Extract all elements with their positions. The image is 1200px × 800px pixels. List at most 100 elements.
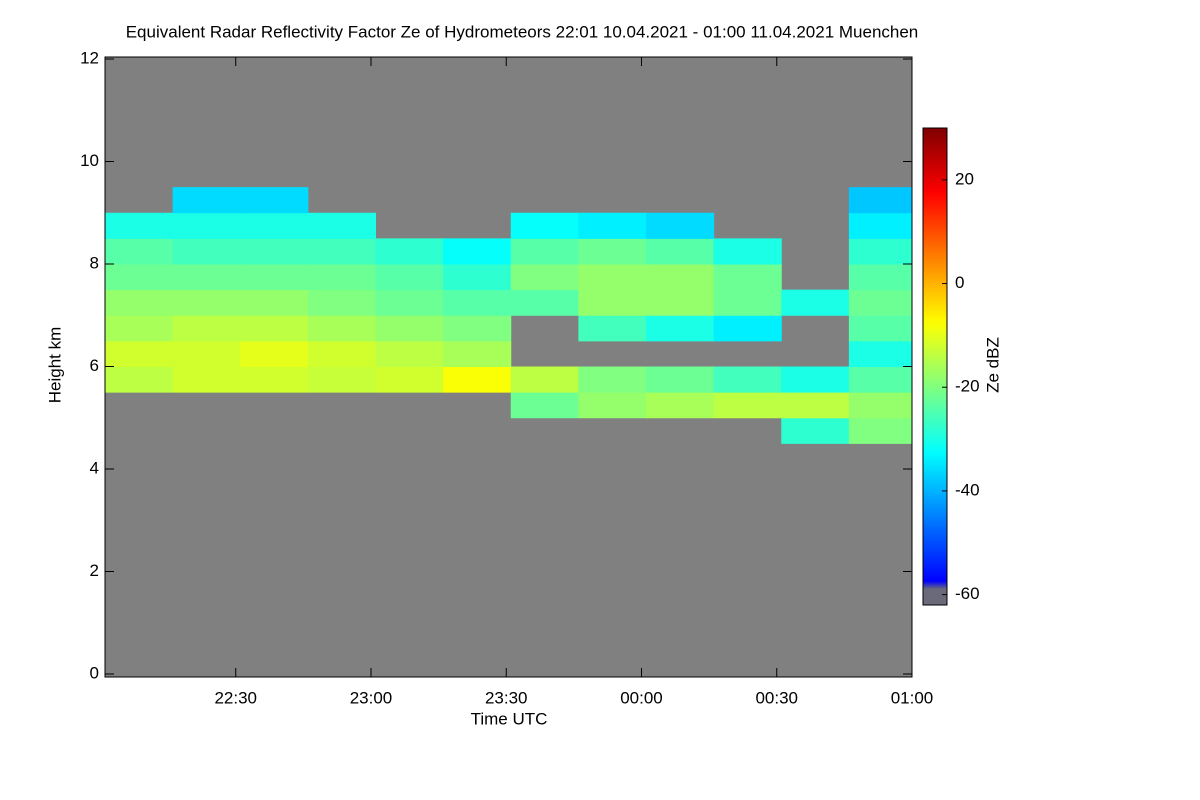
heatmap-cell: [848, 264, 912, 291]
heatmap-cell: [646, 212, 715, 239]
x-tick-label: 00:30: [755, 688, 798, 707]
heatmap-cell: [307, 289, 377, 316]
heatmap-cell: [443, 264, 512, 291]
x-tick-label: 22:30: [214, 688, 257, 707]
y-tick-label: 0: [90, 663, 99, 682]
heatmap-cell: [510, 238, 579, 265]
heatmap-cell: [172, 340, 241, 367]
heatmap-cell: [646, 238, 715, 265]
y-tick-label: 8: [90, 253, 99, 272]
y-tick-label: 2: [90, 561, 99, 580]
heatmap-cell: [781, 366, 850, 393]
heatmap-cell: [713, 366, 782, 393]
heatmap-cell: [307, 366, 377, 393]
heatmap-cell: [848, 417, 912, 444]
heatmap-cell: [172, 212, 241, 239]
heatmap-cell: [578, 315, 647, 342]
colorbar: [922, 127, 948, 606]
heatmap-cell: [172, 366, 241, 393]
heatmap-cell: [375, 264, 444, 291]
plot-area: [105, 57, 912, 677]
x-axis-label: Time UTC: [471, 709, 548, 728]
heatmap-cell: [240, 289, 309, 316]
colorbar-tick-label: 0: [955, 273, 964, 292]
heatmap-cell: [443, 315, 512, 342]
heatmap-cell: [713, 238, 782, 265]
heatmap-cell: [713, 315, 782, 342]
heatmap-cell: [443, 289, 512, 316]
colorbar-label: Ze dBZ: [983, 337, 1002, 393]
heatmap-cell: [240, 238, 309, 265]
heatmap-cell: [105, 366, 174, 393]
heatmap-cell: [443, 238, 512, 265]
heatmap-cell: [510, 289, 579, 316]
x-tick-label: 01:00: [891, 688, 934, 707]
heatmap-cell: [307, 212, 377, 239]
heatmap-cell: [781, 417, 850, 444]
heatmap-cell: [172, 289, 241, 316]
heatmap-cell: [848, 289, 912, 316]
heatmap-cell: [240, 315, 309, 342]
heatmap-cell: [172, 187, 241, 214]
heatmap-cell: [443, 366, 512, 393]
heatmap-cell: [646, 366, 715, 393]
heatmap-cell: [240, 212, 309, 239]
y-tick-label: 10: [80, 151, 99, 170]
heatmap-cell: [713, 392, 782, 419]
colorbar-tick-label: 20: [955, 169, 974, 188]
heatmap-cell: [375, 366, 444, 393]
heatmap-cell: [240, 264, 309, 291]
y-tick-label: 4: [90, 458, 99, 477]
heatmap-cell: [781, 289, 850, 316]
heatmap-cell: [105, 238, 174, 265]
heatmap-cell: [172, 264, 241, 291]
heatmap-cell: [848, 315, 912, 342]
heatmap-cell: [105, 315, 174, 342]
heatmap-cell: [240, 366, 309, 393]
heatmap-cell: [578, 392, 647, 419]
y-tick-label: 12: [80, 48, 99, 67]
heatmap-cell: [578, 238, 647, 265]
heatmap-cell: [510, 366, 579, 393]
y-tick-label: 6: [90, 356, 99, 375]
heatmap-cell: [375, 340, 444, 367]
heatmap-cell: [848, 238, 912, 265]
heatmap-cell: [105, 340, 174, 367]
heatmap-cell: [240, 187, 309, 214]
heatmap-cell: [510, 392, 579, 419]
heatmap-cell: [105, 264, 174, 291]
chart-title: Equivalent Radar Reflectivity Factor Ze …: [126, 22, 919, 41]
heatmap-cell: [307, 315, 377, 342]
y-axis-label: Height km: [45, 327, 64, 404]
heatmap-cell: [375, 238, 444, 265]
heatmap-cell: [307, 340, 377, 367]
heatmap-cell: [105, 289, 174, 316]
x-tick-label: 23:30: [485, 688, 528, 707]
heatmap-cell: [578, 264, 647, 291]
heatmap-cell: [172, 238, 241, 265]
heatmap-cell: [172, 315, 241, 342]
heatmap-cell: [848, 187, 912, 214]
heatmap-cell: [713, 264, 782, 291]
heatmap-cell: [848, 212, 912, 239]
colorbar-tick-label: -20: [955, 377, 980, 396]
heatmap-cell: [578, 212, 647, 239]
heatmap-cell: [646, 315, 715, 342]
heatmap-cell: [713, 289, 782, 316]
heatmap-cell: [307, 264, 377, 291]
heatmap-cell: [848, 366, 912, 393]
heatmap-cell: [781, 392, 850, 419]
heatmap-cell: [105, 212, 174, 239]
heatmap-cell: [848, 392, 912, 419]
colorbar-tick-label: -40: [955, 480, 980, 499]
heatmap-cell: [578, 366, 647, 393]
heatmap-cell: [375, 315, 444, 342]
heatmap-cell: [510, 212, 579, 239]
heatmap-cell: [848, 340, 912, 367]
colorbar-tick-label: -60: [955, 584, 980, 603]
x-tick-label: 00:00: [620, 688, 663, 707]
heatmap-cell: [578, 289, 647, 316]
heatmap-cell: [646, 392, 715, 419]
heatmap-cell: [375, 289, 444, 316]
